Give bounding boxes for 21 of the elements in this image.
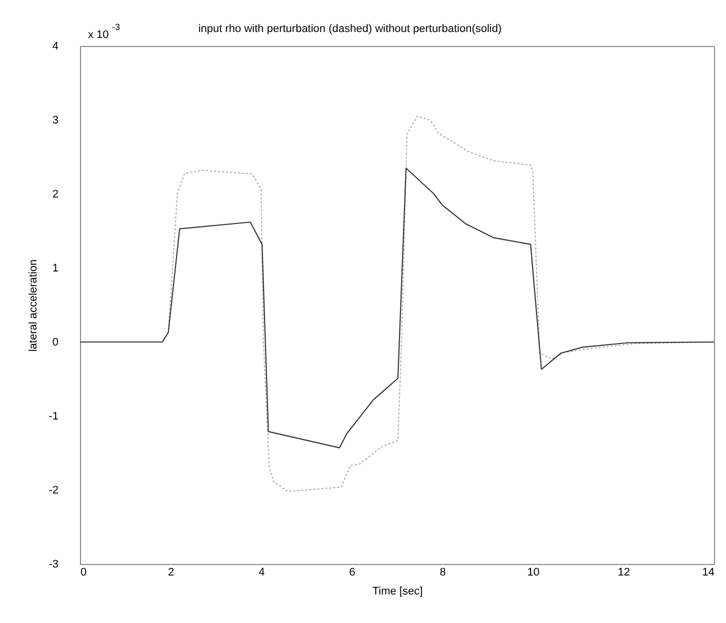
x-tick-label: 14 — [702, 566, 714, 578]
x-tick-label: 12 — [618, 566, 630, 578]
y-tick-label: 0 — [52, 336, 58, 348]
x-tick-label: 6 — [349, 566, 356, 578]
y-axis-title: lateral acceleration — [28, 259, 40, 352]
x-axis-title: Time [sec] — [372, 586, 423, 598]
line-series — [80, 168, 714, 448]
x-tick-label: 4 — [258, 566, 265, 578]
x-tick-label: 8 — [440, 566, 446, 578]
x-tick-label: 0 — [80, 566, 87, 578]
text: x 10-3 — [88, 22, 120, 41]
y-tick-label: 2 — [52, 188, 58, 200]
y-tick-label: 1 — [52, 262, 58, 274]
y-tick-label: 4 — [52, 40, 58, 52]
x-tick-label: 2 — [168, 566, 174, 578]
y-tick-label: -1 — [48, 410, 58, 422]
y-tick-label: -2 — [48, 484, 58, 496]
x-tick-label: 10 — [527, 566, 540, 578]
chart-title: input rho with perturbation (dashed) without perturbation(solid) — [198, 23, 502, 35]
y-tick-label: 3 — [52, 114, 58, 126]
y-tick-label: -3 — [48, 558, 58, 570]
